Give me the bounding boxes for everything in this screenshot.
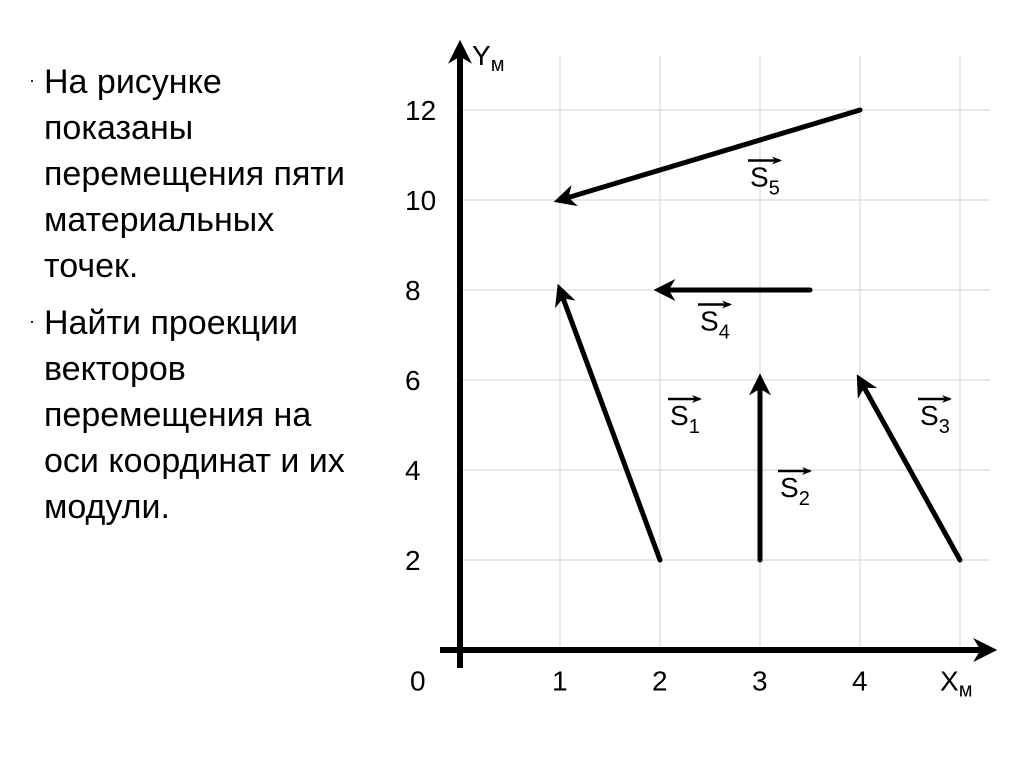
y-tick-label: 6: [405, 365, 421, 396]
bullet-text: Найти проекции векторов перемещения на о…: [44, 301, 370, 530]
vector-label-S4: S4: [700, 306, 730, 344]
x-tick-label: 4: [852, 666, 868, 697]
y-tick-label: 8: [405, 275, 421, 306]
bullet-text: На рисунке показаны перемещения пяти мат…: [44, 60, 370, 289]
bullet-dot-icon: ·: [20, 301, 44, 341]
chart-column: 0123424681012XмYмS1S2S3S4S5: [380, 0, 1024, 767]
x-tick-label: 2: [652, 666, 668, 697]
vector-S1: [560, 290, 660, 560]
vector-label-S5: S5: [750, 162, 780, 200]
x-axis-label: Xм: [940, 666, 972, 702]
bullet-item: · На рисунке показаны перемещения пяти м…: [20, 60, 370, 289]
y-axis-label: Yм: [472, 40, 504, 76]
page-root: · На рисунке показаны перемещения пяти м…: [0, 0, 1024, 767]
bullet-dot-icon: ·: [20, 60, 44, 100]
origin-label: 0: [410, 666, 426, 697]
x-tick-label: 1: [552, 666, 568, 697]
y-tick-label: 12: [405, 95, 436, 126]
x-tick-label: 3: [752, 666, 768, 697]
y-tick-label: 4: [405, 455, 421, 486]
vector-S5: [560, 110, 860, 200]
text-column: · На рисунке показаны перемещения пяти м…: [0, 0, 380, 767]
vector-label-S2: S2: [780, 472, 810, 510]
y-tick-label: 2: [405, 545, 421, 576]
vector-label-S1: S1: [670, 400, 700, 438]
y-tick-label: 10: [405, 185, 436, 216]
bullet-item: · Найти проекции векторов перемещения на…: [20, 301, 370, 530]
vector-chart: 0123424681012XмYмS1S2S3S4S5: [380, 10, 1000, 710]
vector-label-S3: S3: [920, 400, 950, 438]
